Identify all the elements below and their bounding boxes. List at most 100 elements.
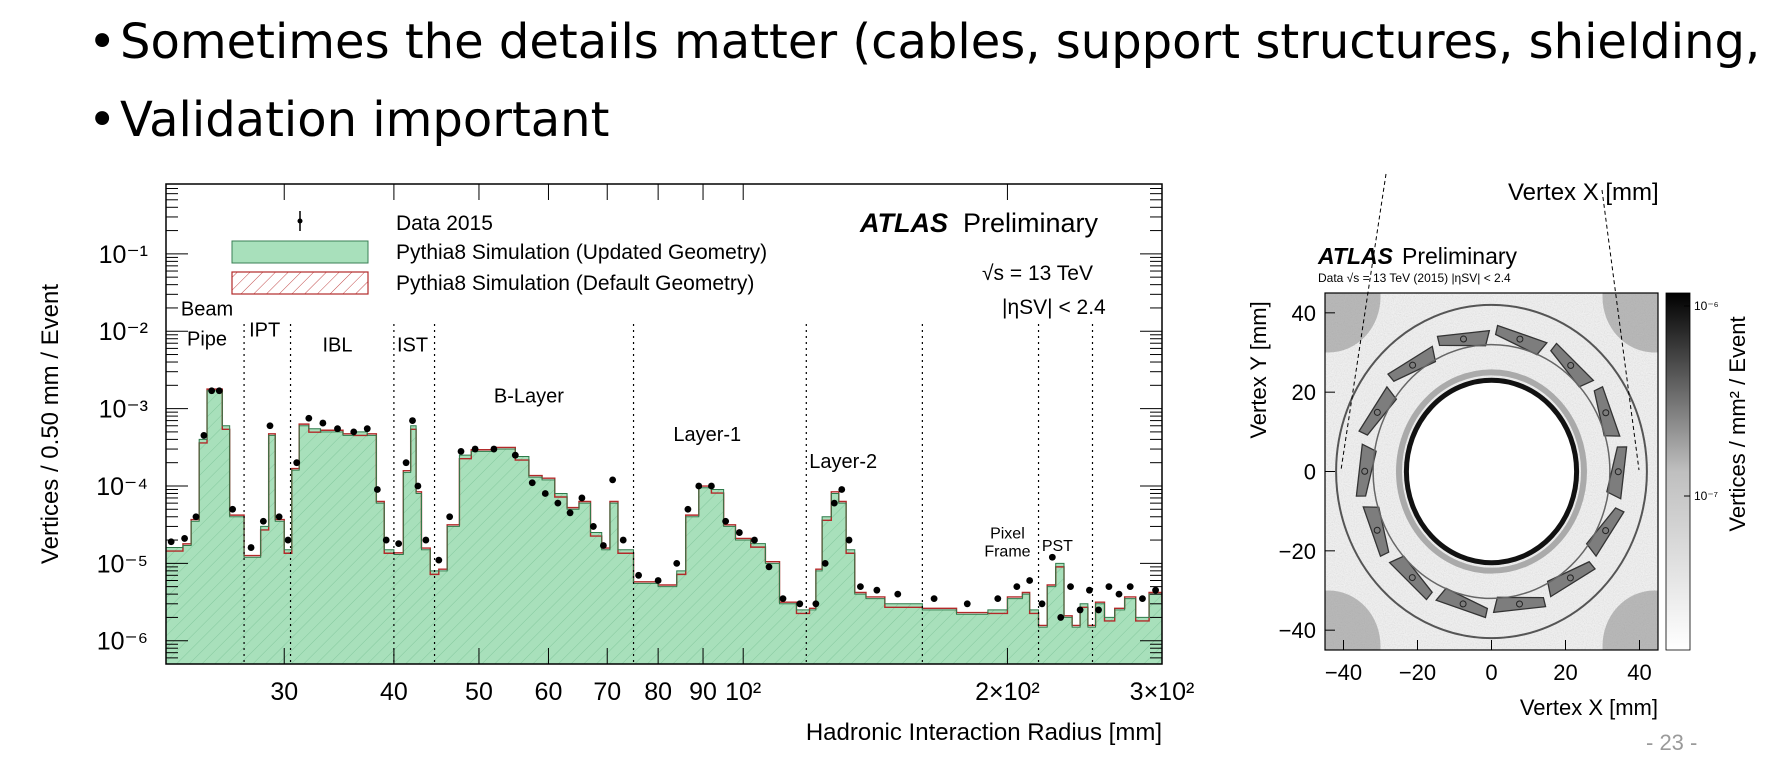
stave-cooling-pipe xyxy=(1516,600,1524,608)
pixel-stave xyxy=(1593,385,1621,437)
guide-dashed-left xyxy=(1340,173,1387,471)
hist-frame xyxy=(165,183,1163,665)
data-point xyxy=(275,513,283,521)
heatmap-x-tick-label: 0 xyxy=(1485,660,1497,685)
sim-updated-outline xyxy=(166,390,1162,628)
data-point xyxy=(266,422,274,430)
stave-body xyxy=(1358,385,1398,436)
data-point xyxy=(229,505,237,513)
guide-dashed-right xyxy=(1601,189,1640,471)
data-point xyxy=(402,459,410,467)
pixel-stave xyxy=(1492,596,1547,614)
stave-cooling-pipe xyxy=(1409,361,1417,369)
outer-support-ring xyxy=(1335,303,1648,640)
x-tick-label: 90 xyxy=(689,678,717,706)
data-points-layer xyxy=(167,387,1159,621)
atlas-status-label: Preliminary xyxy=(963,208,1099,238)
data-point xyxy=(457,447,465,455)
bullet-dot: • xyxy=(88,92,117,148)
data-point xyxy=(1086,586,1093,594)
data-point xyxy=(293,459,301,467)
data-point xyxy=(695,482,703,490)
corner-structure xyxy=(1602,293,1658,353)
x-tick-label: 60 xyxy=(535,678,563,706)
data-point xyxy=(319,419,327,427)
hist-ylabel: Vertices / 0.50 mm / Event xyxy=(37,284,64,564)
y-tick-label: 10⁻² xyxy=(99,318,148,346)
data-point xyxy=(215,387,223,395)
stave-body xyxy=(1606,446,1628,500)
data-point xyxy=(1115,590,1123,598)
data-point xyxy=(589,523,597,530)
y-tick-label: 10⁻⁶ xyxy=(97,628,148,656)
x-tick-label: 70 xyxy=(593,678,621,706)
heatmap-top-title: Vertex X [mm] xyxy=(1508,179,1659,206)
data-point xyxy=(1076,606,1084,614)
heatmap-y-tick-label: −40 xyxy=(1279,618,1316,643)
stave-cooling-pipe xyxy=(1567,361,1575,369)
heatmap-x-tick-label: 40 xyxy=(1627,660,1651,685)
data-point xyxy=(373,486,381,493)
region-boundary-lines xyxy=(243,324,1094,664)
vertex-xy-heatmap: −40 −20 0 20 40 −40 −20 0 20 40 10⁻⁶ 10⁻⁷ Vertices… xyxy=(1246,173,1750,720)
heatmap-x-tick-label: −20 xyxy=(1399,660,1436,685)
heatmap-atlas-label: ATLAS xyxy=(1317,243,1394,269)
data-point xyxy=(609,476,617,484)
stave-body xyxy=(1492,596,1547,614)
data-point xyxy=(578,494,586,502)
data-point xyxy=(554,499,562,507)
stave-cooling-pipe xyxy=(1408,574,1416,582)
data-point xyxy=(722,517,730,525)
data-point xyxy=(409,417,416,424)
bullet-text: Validation important xyxy=(120,92,610,148)
data-point xyxy=(181,535,188,542)
pixel-stave xyxy=(1546,560,1596,598)
data-point xyxy=(1026,577,1034,584)
legend-data-marker-dot xyxy=(297,218,303,224)
hist-xlabel: Hadronic Interaction Radius [mm] xyxy=(806,719,1162,746)
legend-swatch-updated xyxy=(231,240,369,264)
data-point xyxy=(382,536,390,544)
data-point xyxy=(654,577,662,584)
stave-cooling-pipe xyxy=(1459,600,1467,608)
corner-structure xyxy=(1325,590,1381,650)
bullet-validation: •Validation important xyxy=(88,92,609,148)
data-point xyxy=(259,517,267,525)
energy-label: √s = 13 TeV xyxy=(982,262,1093,285)
region-label: IPT xyxy=(249,320,280,342)
sim-updated-hatch xyxy=(166,390,1162,664)
pixel-stave xyxy=(1606,446,1628,500)
colorbar xyxy=(1665,292,1691,651)
data-point xyxy=(673,559,681,567)
x-tick-label: 40 xyxy=(380,678,408,706)
data-point xyxy=(873,586,881,594)
eta-label: |ηSV| < 2.4 xyxy=(1002,296,1106,319)
data-point xyxy=(779,595,787,603)
heatmap-ticks: −40 −20 0 20 40 −40 −20 0 20 40 xyxy=(1279,301,1652,685)
region-label: Beam xyxy=(181,298,233,320)
data-point xyxy=(765,563,773,571)
stave-body xyxy=(1387,345,1437,383)
data-point xyxy=(830,499,838,507)
y-tick-label: 10⁻¹ xyxy=(99,241,148,269)
data-point xyxy=(838,486,846,493)
y-tick-label: 10⁻⁵ xyxy=(97,550,148,578)
data-point xyxy=(1048,553,1056,561)
data-point xyxy=(541,490,549,497)
stave-cooling-pipe xyxy=(1602,409,1610,417)
stave-body xyxy=(1585,507,1625,558)
data-point xyxy=(600,542,607,549)
data-point xyxy=(751,536,758,544)
colorbar-ticks: 10⁻⁶ 10⁻⁷ xyxy=(1684,299,1719,503)
pixel-stave xyxy=(1585,507,1625,558)
x-tick-label: 50 xyxy=(465,678,493,706)
region-label: IST xyxy=(397,334,428,356)
x-tick-label: 30 xyxy=(270,678,298,706)
pixel-stave xyxy=(1358,385,1398,436)
colorbar-tick-label: 10⁻⁷ xyxy=(1694,489,1718,503)
data-point xyxy=(414,482,422,490)
stave-body xyxy=(1546,560,1596,598)
data-point xyxy=(490,445,498,453)
data-point xyxy=(994,595,1002,603)
